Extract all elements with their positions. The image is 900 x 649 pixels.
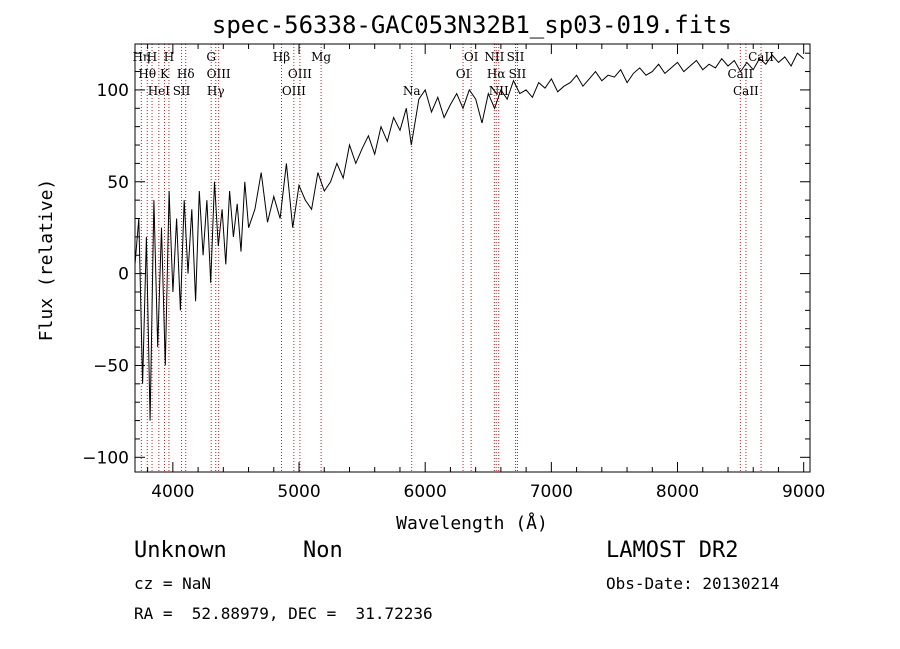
spectral-line-label: OI [464, 50, 479, 64]
redshift: cz = NaN [134, 574, 212, 593]
y-axis: −100 −50 0 50 100 [82, 52, 810, 468]
spectral-line-label: G [206, 50, 216, 64]
spectral-line-label: Hθ [138, 67, 156, 81]
spectral-line-label: Hβ [273, 50, 290, 64]
spectral-line-label: OIII [207, 67, 231, 81]
spectral-line-label: Na [403, 84, 421, 98]
x-axis: 4000 5000 6000 7000 8000 9000 [147, 44, 825, 502]
object-subclass: Non [303, 538, 343, 563]
spectral-line-label: OIII [282, 84, 306, 98]
y-tick-label: −50 [93, 356, 129, 376]
spectral-line-label: Mg [311, 50, 331, 64]
spectral-line-markers [140, 44, 762, 472]
spectrum-line [134, 52, 805, 421]
spectral-line-label: K [160, 67, 170, 81]
spectral-line-label: SII [509, 67, 527, 81]
coordinates: RA = 52.88979, DEC = 31.72236 [134, 604, 433, 623]
spectral-line-label: H [164, 50, 174, 64]
x-tick-label: 7000 [530, 482, 573, 502]
spectral-line-label: Hγ [207, 84, 225, 98]
x-tick-label: 9000 [782, 482, 825, 502]
object-class: Unknown [134, 538, 227, 563]
x-tick-label: 8000 [656, 482, 699, 502]
spectral-line-label: CaII [733, 84, 759, 98]
chart-title: spec-56338-GAC053N32B1_sp03-019.fits [212, 11, 732, 39]
spectral-line-label: Hδ [177, 67, 195, 81]
spectral-line-label: NII [484, 50, 504, 64]
spectral-line-label: SII [507, 50, 525, 64]
x-tick-label: 4000 [151, 482, 194, 502]
y-axis-label: Flux (relative) [36, 179, 57, 342]
spectral-line-label: Hα [487, 67, 506, 81]
x-axis-label: Wavelength (Å) [396, 512, 548, 534]
spectral-line-label: OIII [288, 67, 312, 81]
spectral-line-label: CaII [748, 50, 774, 64]
spectral-line-label: HeI [148, 84, 171, 98]
spectral-line-label: SII [173, 84, 191, 98]
y-tick-label: −100 [82, 448, 129, 468]
spectral-line-label: H [147, 50, 157, 64]
plot-frame [134, 43, 811, 473]
y-tick-label: 50 [107, 173, 129, 193]
observation-date: Obs-Date: 20130214 [606, 574, 780, 593]
data-release: LAMOST DR2 [606, 538, 739, 563]
spectral-line-label: CaII [727, 67, 753, 81]
spectral-line-label: OI [456, 67, 471, 81]
y-tick-label: 0 [118, 265, 129, 285]
x-tick-label: 5000 [277, 482, 320, 502]
spectral-line-labels: HηHθHHeIKHSIIHδGHγOIIIHβOIIIOIIIMgNaOIOI… [132, 50, 774, 98]
y-tick-label: 100 [97, 81, 129, 101]
x-tick-label: 6000 [404, 482, 447, 502]
